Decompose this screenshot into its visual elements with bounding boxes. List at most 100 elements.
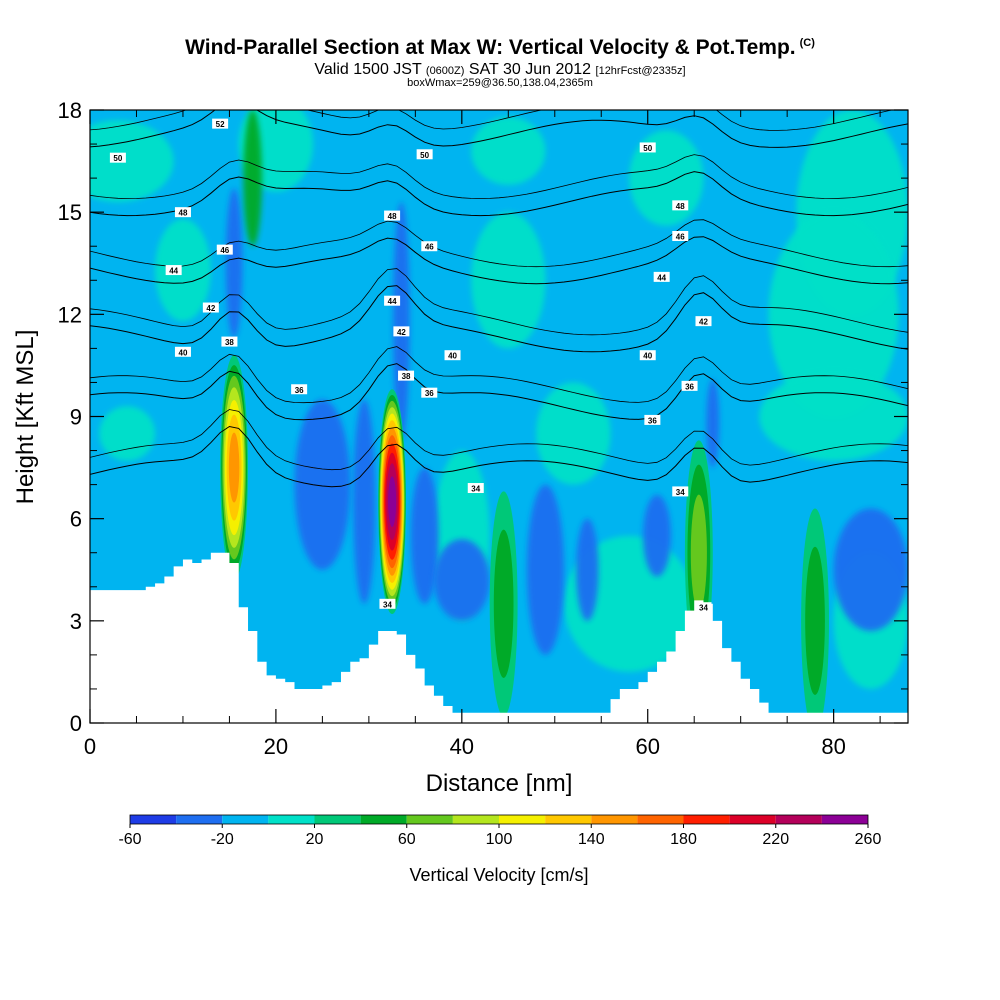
theta-label-box <box>416 149 433 160</box>
velocity-patch <box>536 382 611 485</box>
theta-label-text: 48 <box>179 209 188 218</box>
theta-label-text: 34 <box>383 600 392 609</box>
velocity-patch <box>99 406 156 461</box>
theta-contour-label: 36 <box>644 414 661 425</box>
updraft-core <box>378 389 407 615</box>
y-tick-label: 6 <box>70 507 82 532</box>
theta-label-box <box>202 302 219 313</box>
theta-contour-label: 48 <box>672 200 689 211</box>
theta-contour-label: 50 <box>109 152 126 163</box>
theta-contour <box>90 171 908 217</box>
theta-label-box <box>384 295 401 306</box>
theta-label-box <box>672 231 689 242</box>
colorbar-swatch <box>222 815 269 824</box>
theta-label-box <box>221 336 238 347</box>
theta-label-text: 50 <box>643 144 652 153</box>
plot-area: 34 34 34 34 36 36 36 36 38 38 40 40 40 42 42 42 44 44 44 46… <box>90 0 908 723</box>
velocity-patch <box>433 539 490 621</box>
theta-label-text: 40 <box>448 352 457 361</box>
colorbar-tick-label: 260 <box>855 831 882 848</box>
theta-label-box <box>379 598 396 609</box>
theta-label-text: 40 <box>643 352 652 361</box>
theta-label-text: 44 <box>169 267 178 276</box>
theta-contour <box>90 425 908 488</box>
theta-label-text: 46 <box>676 233 685 242</box>
theta-contour-label: 42 <box>695 316 712 327</box>
updraft-core-band <box>805 546 825 695</box>
theta-contour-label: 38 <box>398 370 415 381</box>
updraft-core <box>489 491 518 717</box>
theta-contour-label: 38 <box>221 336 238 347</box>
theta-label-box <box>216 244 233 255</box>
theta-contour-label: 52 <box>212 118 229 129</box>
valid-zulu: (0600Z) <box>425 65 465 77</box>
theta-contour-label: 46 <box>672 231 689 242</box>
y-axis-label: Height [Kft MSL] <box>12 330 39 505</box>
velocity-field <box>90 110 908 723</box>
x-axis-label: Distance [nm] <box>426 770 573 797</box>
theta-label-box <box>672 486 689 497</box>
theta-contour-label: 40 <box>639 350 656 361</box>
colorbar-swatch <box>360 815 407 824</box>
theta-contour-label: 34 <box>467 483 484 494</box>
chart-subtitle: Valid 1500 JST (0600Z) SAT 30 Jun 2012 [… <box>0 61 1000 79</box>
theta-label-box <box>393 326 410 337</box>
velocity-patch <box>410 467 439 604</box>
theta-contour-labels: 34 34 34 34 36 36 36 36 38 38 40 40 40 42 42 42 44 44 44 46… <box>109 118 712 613</box>
colorbar-swatch <box>406 815 453 824</box>
theta-label-box <box>165 265 182 276</box>
theta-contour <box>90 110 908 148</box>
x-tick-label: 60 <box>635 734 659 759</box>
theta-contour-minor <box>90 268 908 336</box>
theta-contour-label: 48 <box>384 210 401 221</box>
theta-contour-label: 40 <box>174 346 191 357</box>
velocity-patch <box>155 218 211 322</box>
theta-label-box <box>174 207 191 218</box>
theta-contour-label: 34 <box>695 602 712 613</box>
theta-label-text: 48 <box>676 202 685 211</box>
velocity-patch <box>833 508 908 632</box>
updraft-core-band <box>388 476 397 527</box>
updraft-core-band <box>690 494 707 611</box>
theta-contour <box>90 285 908 353</box>
theta-contour-minor <box>90 18 908 60</box>
updraft-core-band <box>493 529 514 678</box>
colorbar-tick-label: 220 <box>762 831 789 848</box>
theta-contour-label: 42 <box>202 302 219 313</box>
theta-label-box <box>644 414 661 425</box>
theta-contour-label: 50 <box>416 149 433 160</box>
theta-contour-label: 40 <box>444 350 461 361</box>
theta-label-text: 34 <box>471 485 480 494</box>
theta-label-box <box>398 370 415 381</box>
colorbar-label: Vertical Velocity [cm/s] <box>409 865 588 885</box>
theta-contour-label: 46 <box>216 244 233 255</box>
colorbar-swatch <box>545 815 592 824</box>
theta-label-text: 42 <box>397 328 406 337</box>
updraft-core <box>801 508 829 723</box>
theta-label-box <box>695 316 712 327</box>
theta-contour-label: 34 <box>379 598 396 609</box>
updraft-core-band <box>228 432 240 503</box>
box-wmax-line: boxWmax=259@36.50,138.04,2365m <box>407 77 593 89</box>
colorbar-swatch <box>775 815 822 824</box>
theta-label-box <box>109 152 126 163</box>
x-tick-label: 20 <box>264 734 288 759</box>
theta-label-text: 46 <box>425 243 434 252</box>
theta-label-text: 38 <box>402 372 411 381</box>
theta-contour-label: 34 <box>672 486 689 497</box>
theta-label-text: 38 <box>225 338 234 347</box>
theta-label-text: 36 <box>425 389 434 398</box>
velocity-patch <box>243 110 262 247</box>
colorbar-swatch <box>452 815 499 824</box>
y-tick-label: 3 <box>70 609 82 634</box>
theta-label-text: 44 <box>388 297 397 306</box>
theta-contour <box>90 0 908 11</box>
theta-label-text: 50 <box>113 154 122 163</box>
theta-contour-label: 48 <box>174 207 191 218</box>
theta-label-text: 34 <box>699 604 708 613</box>
x-tick-label: 80 <box>821 734 845 759</box>
theta-label-text: 48 <box>388 212 397 221</box>
theta-contour-minor <box>90 219 908 268</box>
